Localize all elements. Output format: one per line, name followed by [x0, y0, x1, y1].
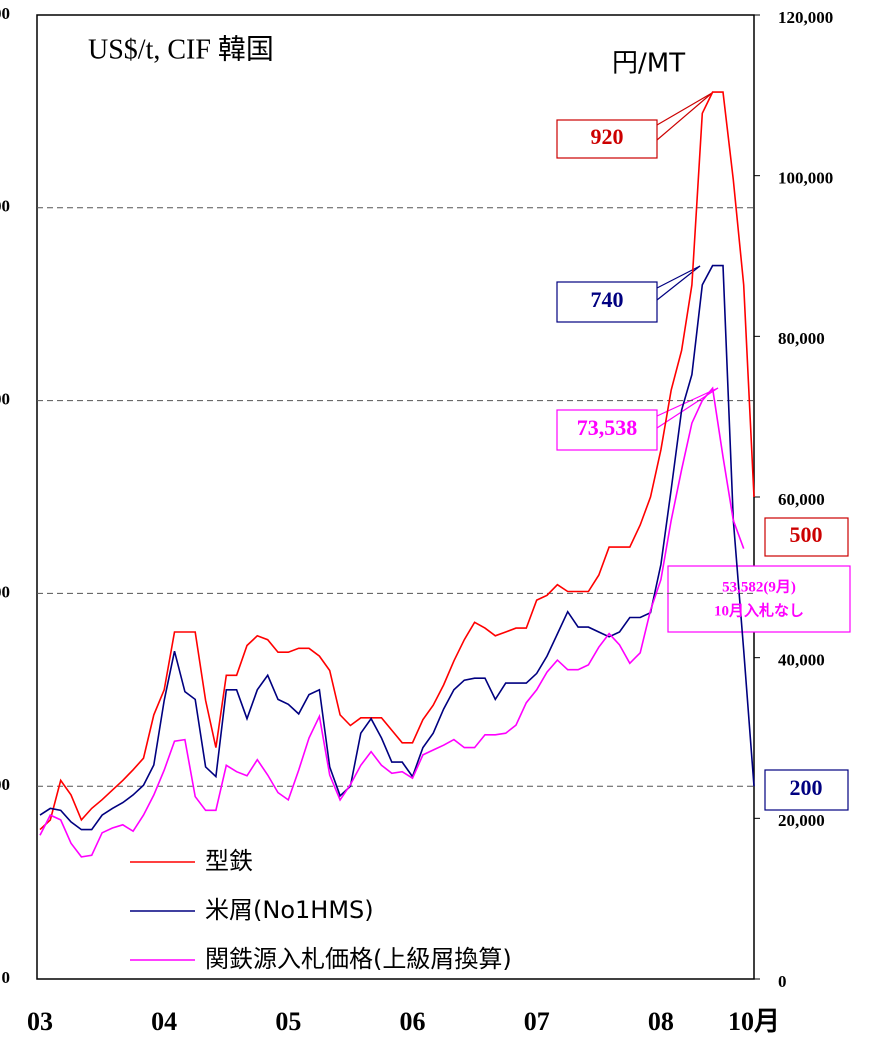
annotation-box [667, 565, 851, 633]
y-tick-label: 0 [2, 968, 11, 987]
y2-tick-label: 40,000 [778, 651, 825, 670]
x-tick-label: 07 [524, 1007, 550, 1036]
series-line [39, 386, 745, 858]
x-tick-label: 08 [648, 1007, 674, 1036]
annotation: 740 [591, 287, 624, 312]
y2-axis-label: 円/MT [612, 49, 685, 79]
y2-tick-label: 80,000 [778, 329, 825, 348]
x-tick-label: 05 [275, 1007, 301, 1036]
annotation: 53,582(9月) [722, 578, 796, 595]
series-line [39, 91, 755, 831]
y2-tick-label: 60,000 [778, 490, 825, 509]
legend-label: 米屑(No1HMS) [205, 896, 374, 924]
x-tick-label: 10月 [728, 1007, 780, 1036]
plot-frame [36, 14, 755, 980]
leader-line [656, 92, 713, 126]
annotation: 200 [790, 775, 823, 800]
y2-tick-label: 120,000 [778, 8, 833, 27]
y2-tick-label: 0 [778, 972, 787, 991]
annotation-box [556, 119, 658, 159]
annotation: 500 [790, 522, 823, 547]
x-tick-label: 03 [27, 1007, 53, 1036]
annotation: 920 [591, 124, 624, 149]
y-tick-label: 400 [0, 582, 10, 601]
leader-line [656, 92, 713, 141]
legend-label: 関鉄源入札価格(上級屑換算) [205, 945, 512, 973]
y2-tick-label: 20,000 [778, 811, 825, 830]
annotation: 10月入札なし [714, 601, 804, 619]
annotation-box [764, 517, 849, 557]
series-line [39, 264, 755, 831]
y-axis-label: US$/t, CIF 韓国 [88, 33, 274, 65]
annotation-boxes [556, 92, 851, 811]
y-tick-label: 1,000 [0, 4, 10, 23]
y-tick-label: 600 [0, 390, 10, 409]
annotation-box [556, 409, 658, 451]
x-tick-label: 04 [151, 1007, 177, 1036]
legend-label: 型鉄 [205, 847, 253, 875]
leader-line [656, 265, 701, 301]
annotation-box [764, 769, 849, 811]
y-tick-label: 200 [0, 775, 10, 794]
y-tick-label: 800 [0, 197, 10, 216]
y2-tick-label: 100,000 [778, 169, 833, 188]
x-tick-label: 06 [400, 1007, 426, 1036]
annotation-box [556, 281, 658, 323]
annotation: 73,538 [577, 415, 638, 440]
